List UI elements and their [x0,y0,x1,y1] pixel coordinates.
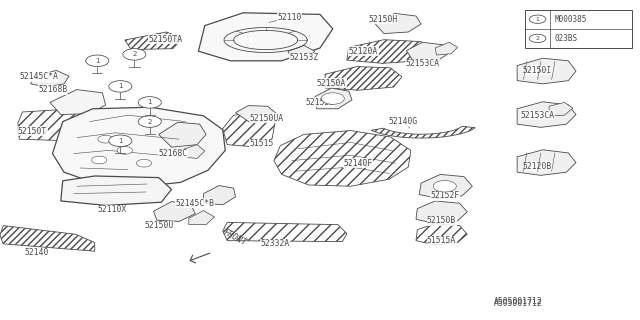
Polygon shape [178,145,205,158]
Text: 52152E: 52152E [305,98,335,107]
Polygon shape [419,174,472,198]
Polygon shape [517,58,576,84]
Polygon shape [52,107,225,187]
Text: M000385: M000385 [554,15,587,24]
Circle shape [109,135,132,147]
Polygon shape [236,106,276,122]
Circle shape [138,116,161,127]
Text: 52152F: 52152F [430,191,460,200]
Text: 52140G: 52140G [388,117,418,126]
Polygon shape [31,70,69,87]
Text: 52150B: 52150B [427,216,456,225]
Circle shape [529,34,546,43]
Text: A505001712: A505001712 [494,297,543,306]
Text: 1: 1 [147,100,152,105]
Circle shape [109,81,132,92]
Circle shape [433,180,456,192]
Circle shape [123,49,146,60]
Polygon shape [517,102,576,127]
Text: 1: 1 [95,58,100,64]
Text: 1: 1 [536,17,540,22]
Text: 52145C*A: 52145C*A [19,72,58,81]
Polygon shape [50,90,106,115]
Text: 2: 2 [536,36,540,41]
Polygon shape [315,88,352,109]
Circle shape [98,135,113,143]
Text: 1: 1 [118,84,123,89]
Text: 51515: 51515 [250,140,274,148]
Polygon shape [0,226,95,251]
Text: 52168C: 52168C [159,149,188,158]
Circle shape [92,156,107,164]
Text: FRONT: FRONT [222,228,248,247]
Text: 2: 2 [148,119,152,124]
Polygon shape [159,122,206,147]
Polygon shape [154,202,195,221]
Circle shape [117,147,132,154]
Text: 52140: 52140 [25,248,49,257]
Text: 52140F: 52140F [344,159,373,168]
Polygon shape [198,13,333,61]
Circle shape [321,93,344,104]
Text: 52150TA: 52150TA [148,35,182,44]
Circle shape [529,15,546,23]
FancyBboxPatch shape [525,10,632,48]
Text: 52150U: 52150U [144,221,173,230]
Text: 52168B: 52168B [38,85,68,94]
Polygon shape [189,211,214,225]
Circle shape [86,55,109,67]
Text: 52153CA: 52153CA [520,111,555,120]
Polygon shape [223,222,347,242]
Polygon shape [204,186,236,205]
Text: 52153CA: 52153CA [405,60,440,68]
Text: 52120A: 52120A [349,47,378,56]
Polygon shape [325,67,402,90]
Text: 52145C*B: 52145C*B [176,199,214,208]
Polygon shape [372,13,421,34]
Polygon shape [517,150,576,175]
Text: 2: 2 [132,52,136,57]
Text: 52110: 52110 [277,13,301,22]
Text: 52150H: 52150H [368,15,397,24]
Polygon shape [347,40,430,63]
Polygon shape [274,131,411,186]
Circle shape [136,159,152,167]
Text: 52150A: 52150A [317,79,346,88]
Text: 023BS: 023BS [554,34,577,43]
Circle shape [138,97,161,108]
Text: 52110X: 52110X [97,205,127,214]
Polygon shape [416,201,467,223]
Polygon shape [435,42,458,55]
Polygon shape [223,112,275,147]
Polygon shape [549,102,573,116]
Text: 52150I: 52150I [523,66,552,75]
Polygon shape [371,126,476,138]
Text: 52120B: 52120B [523,162,552,171]
Text: 52150T: 52150T [18,127,47,136]
Polygon shape [18,109,88,141]
Polygon shape [406,42,448,63]
Polygon shape [288,45,315,58]
Text: 52332A: 52332A [260,239,290,248]
Text: 52150UA: 52150UA [250,114,284,123]
Polygon shape [125,32,182,50]
Text: 1: 1 [118,138,123,144]
Polygon shape [61,176,172,205]
Polygon shape [416,223,467,245]
Text: 52153Z: 52153Z [289,53,319,62]
Text: A505001712: A505001712 [494,299,543,308]
Text: 51515A: 51515A [427,236,456,245]
